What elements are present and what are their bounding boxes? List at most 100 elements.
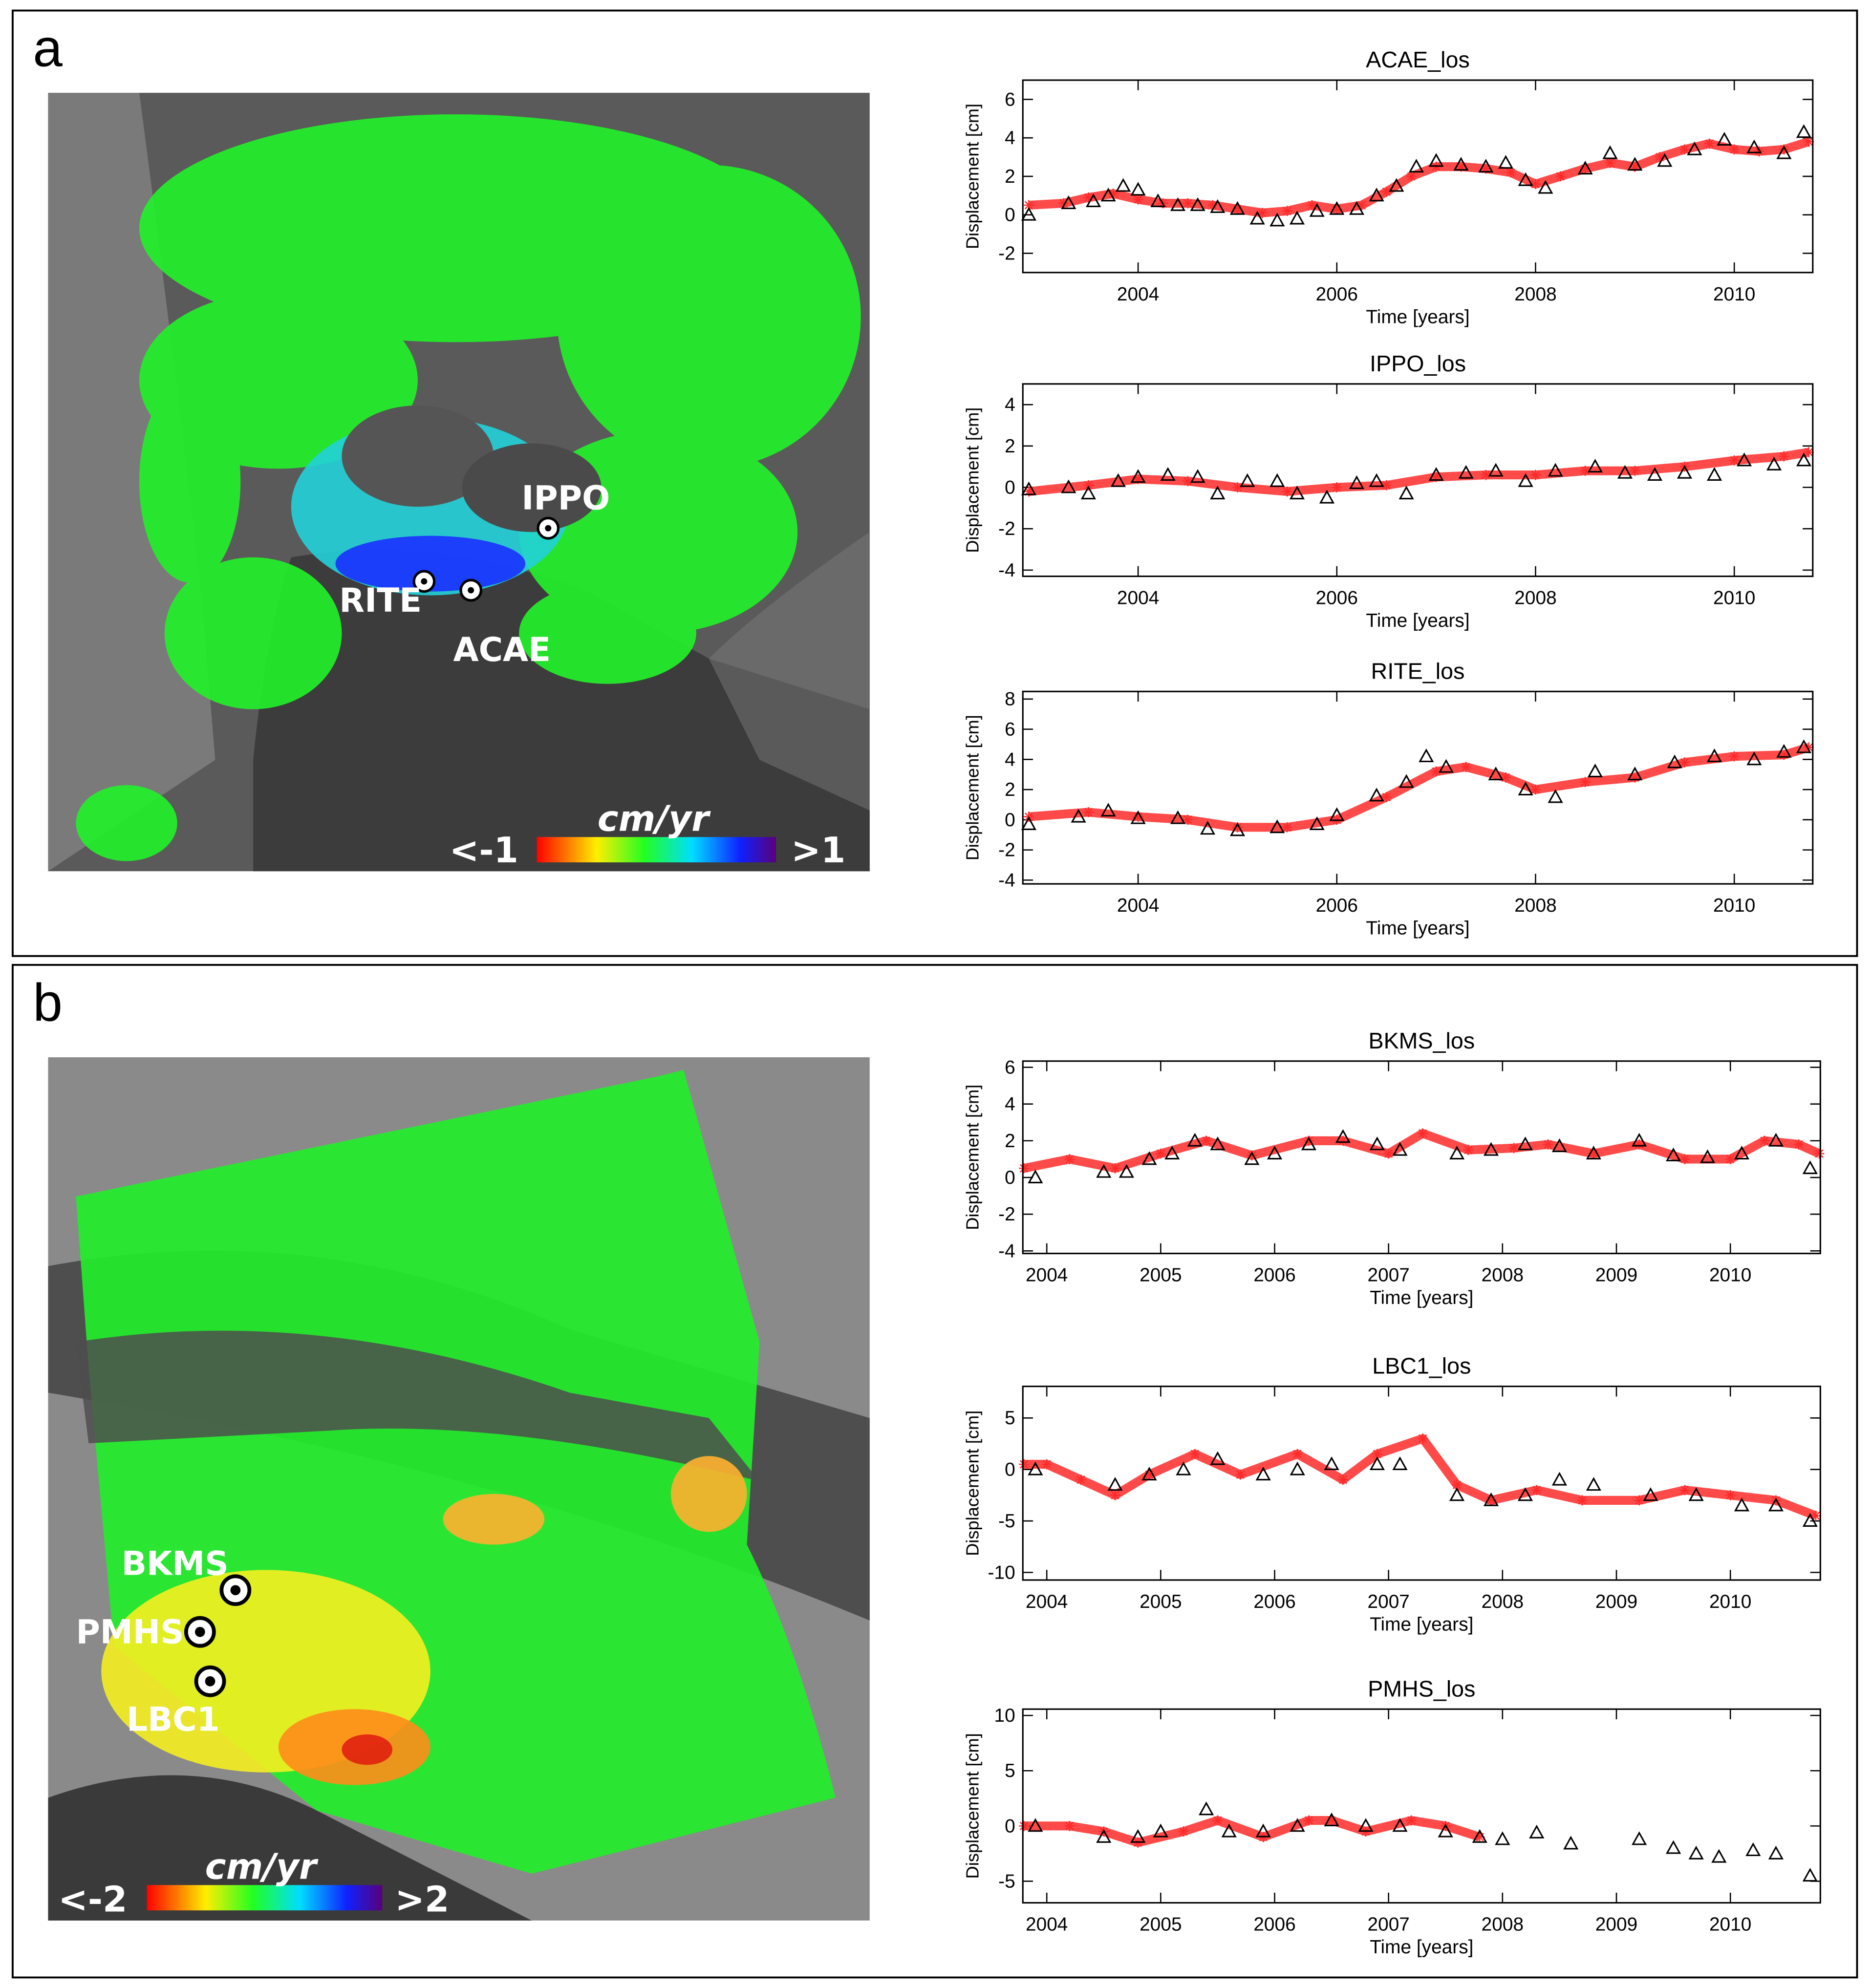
gps-point: [1768, 1133, 1784, 1147]
y-tick-label: 4: [1005, 394, 1015, 415]
insar-point: [1431, 766, 1441, 777]
gps-point: [1802, 1513, 1818, 1527]
insar-point: [1530, 470, 1541, 480]
insar-series: [1024, 1434, 1818, 1520]
insar-point: [1580, 466, 1591, 476]
x-tick-label: 2005: [1140, 1591, 1182, 1612]
x-tick-label: 2006: [1253, 1265, 1295, 1286]
gps-point: [1518, 172, 1533, 186]
y-axis-label: Displacement [cm]: [963, 1085, 983, 1230]
x-axis-label: Time [years]: [1366, 306, 1469, 327]
crater: [462, 443, 602, 532]
gps-point: [1269, 473, 1285, 487]
gps-point: [1666, 1147, 1681, 1161]
gps-point: [1802, 1160, 1818, 1175]
gps-point: [1021, 207, 1037, 221]
gps-point: [1319, 490, 1335, 504]
gps-point: [1517, 1136, 1533, 1151]
insar-point: [1589, 1148, 1599, 1159]
x-tick-label: 2004: [1026, 1591, 1068, 1612]
plot-frame: [1022, 79, 1814, 274]
gps-point: [1096, 1829, 1112, 1843]
site-markers: [184, 1574, 252, 1697]
gps-point: [1551, 1138, 1568, 1153]
x-tick-label: 2007: [1367, 1591, 1409, 1612]
gps-point: [1130, 182, 1146, 196]
insar-point: [1212, 1815, 1223, 1826]
y-tick-label: 2: [1005, 436, 1015, 457]
y-tick-label: 0: [1005, 810, 1015, 831]
site-label: RITE: [339, 581, 422, 620]
gps-point: [1130, 1829, 1146, 1843]
insar-point: [1024, 486, 1034, 497]
panel-frame: [11, 9, 1858, 957]
gps-point: [1290, 1818, 1305, 1832]
gps-point: [1369, 788, 1384, 802]
insar-point: [1531, 1485, 1542, 1496]
y-tick-label: -4: [998, 1240, 1015, 1261]
x-tick-label: 2008: [1514, 895, 1556, 916]
gps-point: [1548, 789, 1563, 803]
insar-point: [1304, 1815, 1314, 1826]
insar-point: [1108, 189, 1118, 199]
gps-point: [1309, 203, 1325, 217]
ocean: [48, 1775, 532, 1921]
insar-point: [1679, 1485, 1690, 1496]
insar-point: [1577, 1495, 1588, 1506]
insar-point: [1406, 171, 1417, 182]
gps-point: [1199, 1801, 1214, 1816]
gps-point: [1577, 161, 1593, 175]
gps-point: [1657, 153, 1673, 167]
x-tick-label: 2008: [1514, 284, 1556, 305]
gps-point: [1028, 1461, 1043, 1475]
y-axis-label: Displacement [cm]: [963, 1733, 983, 1879]
gps-point: [1369, 473, 1384, 487]
insar-point: [1630, 772, 1640, 783]
gps-point: [1329, 201, 1345, 215]
gps-point: [1802, 1868, 1818, 1882]
insar-point: [1814, 1148, 1825, 1159]
y-tick-label: 0: [1005, 477, 1015, 498]
gps-point: [1617, 465, 1633, 479]
insar-point: [1508, 1143, 1519, 1154]
gps-point: [1349, 201, 1365, 215]
gps-point: [1309, 816, 1325, 831]
insar-point: [1679, 144, 1690, 155]
gps-point: [1548, 463, 1563, 477]
gps-point: [1210, 1451, 1226, 1465]
y-axis-label: Displacement [cm]: [963, 715, 983, 860]
y-tick-label: 5: [1005, 1760, 1015, 1781]
gps-point: [1472, 1829, 1487, 1843]
x-tick-label: 2010: [1709, 1591, 1751, 1612]
gps-point: [1667, 754, 1682, 769]
insar-point: [1307, 200, 1317, 211]
insar-point: [1804, 447, 1814, 457]
gps-point: [1438, 1823, 1453, 1838]
insar-point: [1381, 792, 1392, 802]
gps-point: [1392, 1142, 1408, 1156]
insar-point: [1543, 1139, 1553, 1150]
gps-point: [1061, 479, 1076, 493]
x-tick-label: 2010: [1713, 588, 1755, 609]
gps-point: [1071, 809, 1086, 823]
gps-point: [1021, 481, 1037, 495]
insar-point: [1304, 1135, 1314, 1146]
insar-point: [1189, 1449, 1200, 1459]
gps-point: [1118, 1164, 1135, 1178]
insar-point: [1019, 1459, 1029, 1470]
gps-point: [1150, 193, 1166, 208]
gps-point: [1796, 452, 1812, 467]
y-tick-label: -10: [988, 1562, 1015, 1583]
insar-point: [1232, 822, 1243, 833]
insar-point: [1178, 1826, 1189, 1837]
insar-point: [1356, 200, 1367, 211]
velocity-field: [76, 114, 861, 861]
velocity-field: [342, 1734, 393, 1765]
gps-point: [1746, 751, 1762, 766]
gps-point: [1369, 188, 1384, 202]
gps-point: [1267, 1146, 1283, 1160]
gps-point: [1449, 1487, 1465, 1501]
insar-point: [1655, 152, 1665, 162]
insar-point: [1183, 476, 1193, 487]
x-tick-label: 2006: [1253, 1591, 1295, 1612]
